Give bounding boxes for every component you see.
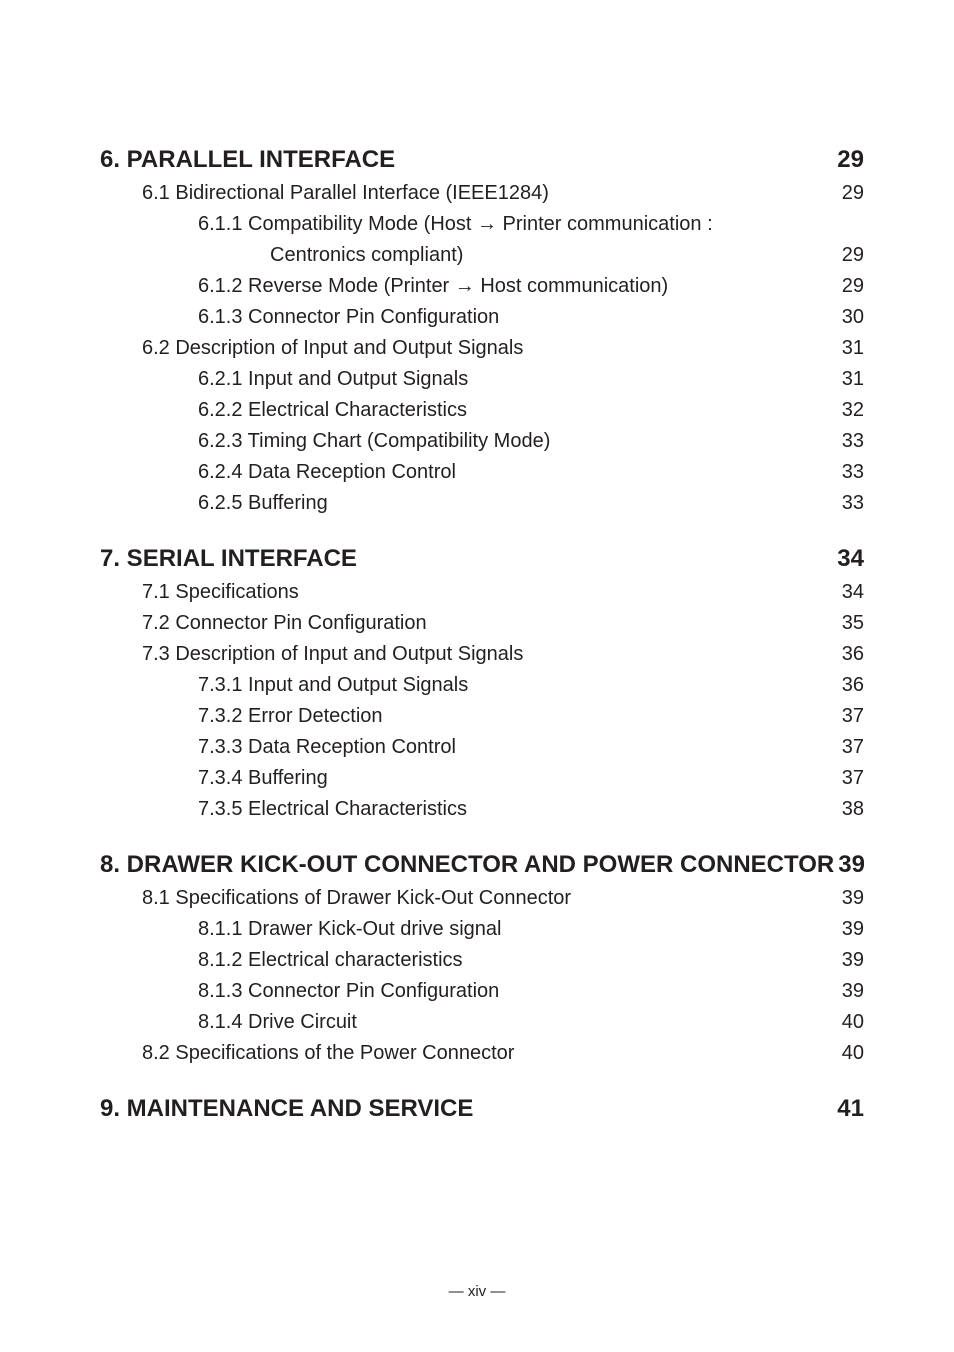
toc-entry-label: 6. PARALLEL INTERFACE: [100, 146, 395, 174]
toc-entry-label: 7.3.4 Buffering: [198, 763, 328, 794]
toc-entry: 7.2 Connector Pin Configuration 35: [100, 608, 864, 639]
toc-entry: 8.1.3 Connector Pin Configuration 39: [100, 976, 864, 1007]
toc-entry-page: 39: [842, 914, 864, 945]
toc-entry: 6.1.1 Compatibility Mode (Host → Printer…: [100, 209, 864, 240]
toc-entry-page: 37: [842, 701, 864, 732]
toc-entry-label: 7.3 Description of Input and Output Sign…: [142, 639, 523, 670]
toc-entry-page: 32: [842, 395, 864, 426]
toc-entry: 6.1.2 Reverse Mode (Printer → Host commu…: [100, 271, 864, 302]
toc-entry-label: 6.2.5 Buffering: [198, 488, 328, 519]
toc-entry-label: 8.1.4 Drive Circuit: [198, 1007, 357, 1038]
toc-entry-label: 7.3.1 Input and Output Signals: [198, 670, 468, 701]
toc-entry-page: 34: [837, 545, 864, 573]
toc-entry-page: 37: [842, 732, 864, 763]
toc-entry: 8. DRAWER KICK-OUT CONNECTOR AND POWER C…: [100, 851, 864, 879]
toc-entry-label: 8.2 Specifications of the Power Connecto…: [142, 1038, 514, 1069]
toc-entry-label: 6.1.1 Compatibility Mode (Host → Printer…: [198, 209, 713, 240]
toc-entry-label: 7.1 Specifications: [142, 577, 299, 608]
toc-entry: 7. SERIAL INTERFACE 34: [100, 545, 864, 573]
toc-entry-page: 40: [842, 1007, 864, 1038]
page-footer: — xiv —: [0, 1283, 954, 1300]
toc-entry-label: 8.1 Specifications of Drawer Kick-Out Co…: [142, 883, 571, 914]
toc-entry-page: 36: [842, 670, 864, 701]
toc-entry: 7.3.5 Electrical Characteristics 38: [100, 794, 864, 825]
toc-entry-page: 29: [842, 240, 864, 271]
toc-entry: 6.2.1 Input and Output Signals 31: [100, 364, 864, 395]
toc-entry-page: 35: [842, 608, 864, 639]
toc-entry: 8.2 Specifications of the Power Connecto…: [100, 1038, 864, 1069]
toc-entry: 8.1 Specifications of Drawer Kick-Out Co…: [100, 883, 864, 914]
toc-entry: 6.2 Description of Input and Output Sign…: [100, 333, 864, 364]
toc-entry-label: 8.1.1 Drawer Kick-Out drive signal: [198, 914, 501, 945]
toc-page: 6. PARALLEL INTERFACE 29 6.1 Bidirectional…: [0, 0, 954, 1352]
toc-entry: 7.3.4 Buffering 37: [100, 763, 864, 794]
toc-container: 6. PARALLEL INTERFACE 29 6.1 Bidirectional…: [100, 146, 864, 1123]
toc-entry-page: 39: [838, 851, 864, 879]
toc-entry: 7.3.2 Error Detection 37: [100, 701, 864, 732]
toc-entry-label: 7.3.2 Error Detection: [198, 701, 383, 732]
toc-entry: 6.2.5 Buffering 33: [100, 488, 864, 519]
toc-entry: 6. PARALLEL INTERFACE 29: [100, 146, 864, 174]
toc-entry-label: 6.2 Description of Input and Output Sign…: [142, 333, 523, 364]
toc-entry-page: 29: [842, 271, 864, 302]
toc-entry-page: 29: [842, 178, 864, 209]
toc-entry: 6.2.2 Electrical Characteristics 32: [100, 395, 864, 426]
toc-entry-page: 33: [842, 488, 864, 519]
toc-entry-page: 38: [842, 794, 864, 825]
toc-entry-label: 8.1.2 Electrical characteristics: [198, 945, 463, 976]
toc-entry: Centronics compliant) 29: [100, 240, 864, 271]
toc-entry: 6.1 Bidirectional Parallel Interface (IE…: [100, 178, 864, 209]
toc-entry-label: Centronics compliant): [270, 240, 463, 271]
toc-entry-label: 6.1.2 Reverse Mode (Printer → Host commu…: [198, 271, 668, 302]
toc-entry: 6.2.4 Data Reception Control 33: [100, 457, 864, 488]
toc-entry-label: 7. SERIAL INTERFACE: [100, 545, 357, 573]
toc-entry-label: 9. MAINTENANCE AND SERVICE: [100, 1095, 473, 1123]
toc-entry-page: 40: [842, 1038, 864, 1069]
toc-entry-label: 7.2 Connector Pin Configuration: [142, 608, 427, 639]
toc-entry-label: 6.2.3 Timing Chart (Compatibility Mode): [198, 426, 550, 457]
toc-entry-page: 37: [842, 763, 864, 794]
toc-entry: 9. MAINTENANCE AND SERVICE 41: [100, 1095, 864, 1123]
toc-entry-page: 41: [837, 1095, 864, 1123]
toc-entry-label: 8. DRAWER KICK-OUT CONNECTOR AND POWER C…: [100, 851, 834, 879]
toc-entry: 8.1.4 Drive Circuit 40: [100, 1007, 864, 1038]
toc-entry: 7.3 Description of Input and Output Sign…: [100, 639, 864, 670]
toc-entry: 6.2.3 Timing Chart (Compatibility Mode) 3…: [100, 426, 864, 457]
toc-entry-label: 7.3.5 Electrical Characteristics: [198, 794, 467, 825]
toc-entry-label: 6.2.1 Input and Output Signals: [198, 364, 468, 395]
toc-entry-page: 30: [842, 302, 864, 333]
toc-entry-page: 36: [842, 639, 864, 670]
toc-entry-label: 6.1.3 Connector Pin Configuration: [198, 302, 499, 333]
toc-entry: 7.3.1 Input and Output Signals 36: [100, 670, 864, 701]
toc-entry-label: 7.3.3 Data Reception Control: [198, 732, 456, 763]
toc-entry-page: 29: [837, 146, 864, 174]
toc-entry-page: 34: [842, 577, 864, 608]
toc-entry-label: 6.1 Bidirectional Parallel Interface (IE…: [142, 178, 549, 209]
toc-entry-page: 31: [842, 364, 864, 395]
toc-entry: 7.1 Specifications 34: [100, 577, 864, 608]
toc-entry-page: 31: [842, 333, 864, 364]
toc-entry: 8.1.1 Drawer Kick-Out drive signal 39: [100, 914, 864, 945]
toc-entry-page: 39: [842, 883, 864, 914]
toc-entry-label: 6.2.2 Electrical Characteristics: [198, 395, 467, 426]
toc-entry-page: 39: [842, 976, 864, 1007]
toc-entry-label: 6.2.4 Data Reception Control: [198, 457, 456, 488]
toc-entry: 6.1.3 Connector Pin Configuration 30: [100, 302, 864, 333]
toc-entry-page: 39: [842, 945, 864, 976]
toc-entry: 8.1.2 Electrical characteristics 39: [100, 945, 864, 976]
toc-entry-page: 33: [842, 457, 864, 488]
toc-entry: 7.3.3 Data Reception Control 37: [100, 732, 864, 763]
toc-entry-page: 33: [842, 426, 864, 457]
toc-entry-label: 8.1.3 Connector Pin Configuration: [198, 976, 499, 1007]
